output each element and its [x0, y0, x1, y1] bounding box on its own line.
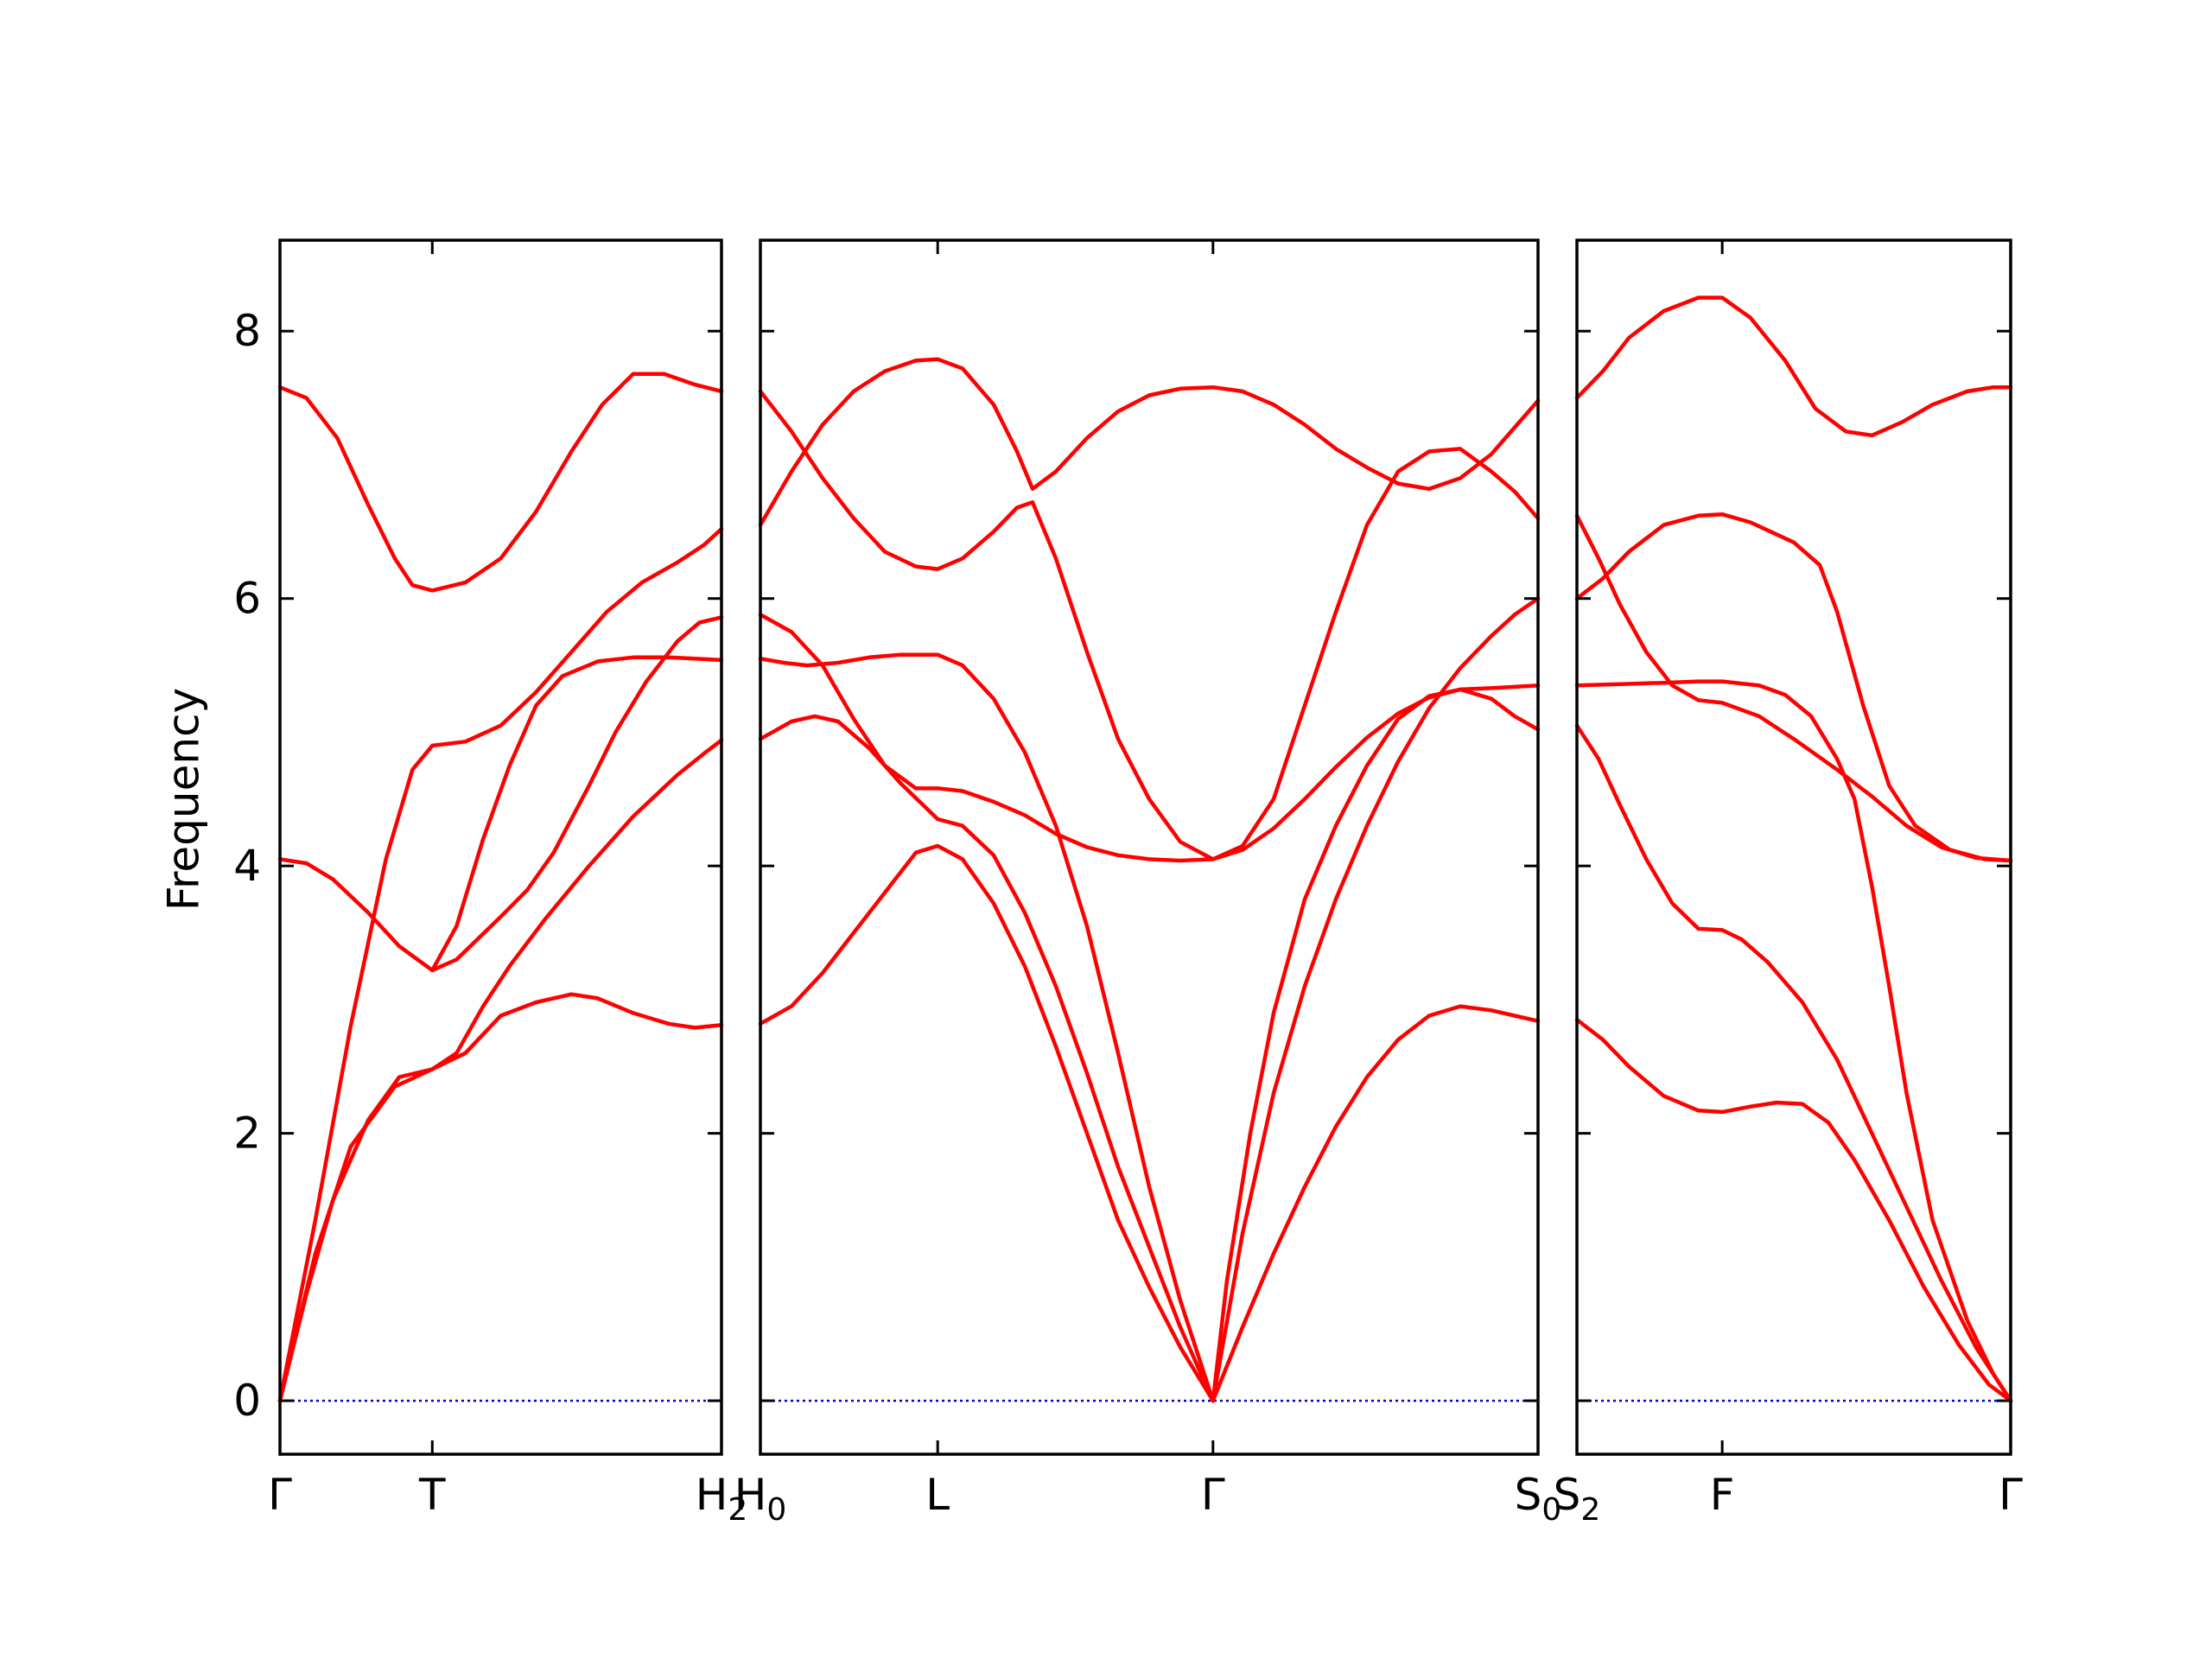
- band-line-4: [758, 613, 1541, 863]
- band-line-4: [277, 526, 724, 1403]
- x-tick-label: S0: [1515, 1470, 1562, 1528]
- band-line-6: [430, 655, 724, 973]
- x-tick-label: T: [418, 1470, 446, 1520]
- x-tick-label: H2: [696, 1470, 748, 1528]
- band-line-3: [277, 992, 724, 1403]
- x-tick-label: Γ: [268, 1470, 292, 1520]
- x-tick-label: Γ: [1999, 1470, 2023, 1520]
- x-tick-label: F: [1710, 1470, 1735, 1520]
- band-line-7: [1211, 683, 1541, 1403]
- y-tick-label: 0: [233, 1376, 261, 1426]
- x-tick-label: L: [925, 1470, 950, 1520]
- x-tick-label: S2: [1554, 1470, 1601, 1528]
- x-tick-label: H0: [734, 1470, 787, 1528]
- band-line-5: [758, 714, 1216, 1403]
- axes-frame: [1575, 238, 2012, 1456]
- axes-frame: [759, 238, 1540, 1456]
- band-line-6: [1574, 1017, 2013, 1403]
- band-line-1: [277, 372, 724, 593]
- band-line-2: [277, 615, 724, 973]
- band-line-6: [758, 843, 1216, 1403]
- band-line-5: [1574, 723, 2013, 1403]
- band-line-8: [1211, 596, 1541, 1403]
- band-line-3: [1574, 513, 2013, 863]
- band-line-4: [1574, 679, 2013, 1403]
- axes-frame: [278, 238, 723, 1456]
- y-tick-label: 8: [233, 306, 261, 356]
- y-axis-label: Frequency: [159, 688, 209, 911]
- band-line-5: [277, 738, 724, 1403]
- band-line-3: [758, 652, 1216, 1403]
- panel-1: 0 2 4 6 8 Γ T H2: [233, 238, 748, 1528]
- band-line-1: [1574, 296, 2013, 438]
- band-line-1: [758, 389, 1541, 861]
- y-tick-label: 4: [233, 841, 261, 891]
- band-line-9: [1211, 1004, 1541, 1403]
- panel-2: H0 L Γ S0: [734, 238, 1562, 1528]
- panel-3: S2 F Γ: [1554, 238, 2023, 1528]
- y-tick-label: 6: [233, 574, 261, 624]
- band-line-2: [1574, 512, 2013, 863]
- x-tick-label: Γ: [1201, 1470, 1225, 1520]
- band-line-2: [758, 357, 1541, 527]
- y-tick-label: 2: [233, 1109, 261, 1159]
